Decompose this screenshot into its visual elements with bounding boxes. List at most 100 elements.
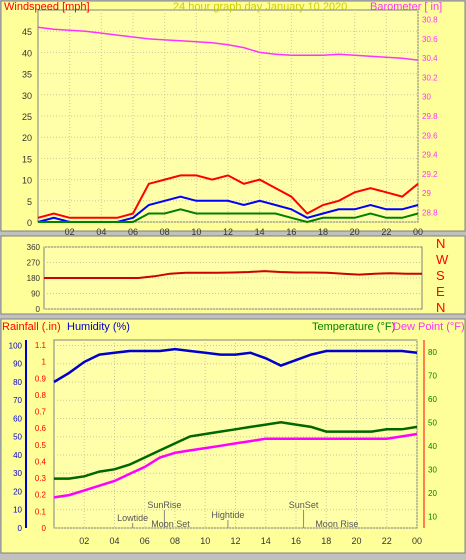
humidity-x-tick-label: 14 — [261, 536, 271, 546]
barometer-y-tick-label: 30.6 — [422, 35, 438, 44]
dewpoint-label: Dew Point (°F) — [393, 321, 465, 333]
rain-y-tick-label: 0.7 — [35, 408, 47, 417]
humidity-label: Humidity (%) — [67, 321, 130, 333]
direction-y-tick-label: 90 — [31, 290, 40, 299]
wind-x-tick-label: 12 — [223, 227, 233, 237]
barometer-y-tick-label: 29.2 — [422, 170, 438, 179]
wind-y-tick-label: 40 — [22, 48, 32, 58]
humidity-y-tick-label: 80 — [13, 378, 22, 387]
humidity-y-tick-label: 90 — [13, 360, 22, 369]
temp-y-tick-label: 70 — [428, 371, 437, 380]
temp-y-tick-label: 30 — [428, 465, 437, 474]
humidity-x-tick-label: 16 — [291, 536, 301, 546]
direction-y-tick-label: 360 — [27, 243, 41, 252]
direction-y-tick-label: 180 — [27, 274, 41, 283]
wind-y-tick-label: 0 — [27, 218, 32, 228]
wind-x-tick-label: 20 — [350, 227, 360, 237]
wind-series-line — [37, 26, 419, 61]
barometer-y-tick-label: 30.2 — [422, 73, 438, 82]
wind-x-tick-label: 06 — [128, 227, 138, 237]
wind-x-tick-label: 14 — [255, 227, 265, 237]
temp-y-tick-label: 10 — [428, 512, 437, 521]
humidity-x-tick-label: 22 — [382, 536, 392, 546]
humidity-y-tick-label: 40 — [13, 451, 22, 460]
wind-series-line — [38, 208, 419, 224]
barometer-y-tick-label: 30 — [422, 93, 431, 102]
compass-label: E — [436, 284, 445, 299]
barometer-y-tick-label: 29.6 — [422, 131, 438, 140]
compass-label: W — [436, 252, 449, 267]
event-marker-label: Hightide — [211, 510, 244, 520]
rain-y-tick-label: 0 — [42, 524, 47, 533]
barometer-y-tick-label: 30.4 — [422, 54, 438, 63]
graph-title: 24 hour graph day January 10 2020 — [173, 1, 347, 13]
wind-y-tick-label: 45 — [22, 27, 32, 37]
wind-x-tick-label: 10 — [191, 227, 201, 237]
humidity-series-line — [54, 421, 418, 480]
wind-x-tick-label: 08 — [160, 227, 170, 237]
barometer-y-tick-label: 29.8 — [422, 112, 438, 121]
event-marker-label: SunRise — [147, 500, 181, 510]
rain-y-tick-label: 1 — [42, 358, 47, 367]
humidity-y-tick-label: 70 — [13, 396, 22, 405]
humidity-x-tick-label: 04 — [109, 536, 119, 546]
rain-y-tick-label: 1.1 — [35, 341, 47, 350]
humidity-series-line — [53, 432, 418, 499]
compass-label: N — [436, 236, 445, 251]
wind-y-tick-label: 15 — [22, 154, 32, 164]
wind-y-tick-label: 20 — [22, 133, 32, 143]
rain-y-tick-label: 0.6 — [35, 424, 47, 433]
rain-y-tick-label: 0.2 — [35, 491, 47, 500]
temp-y-tick-label: 60 — [428, 395, 437, 404]
humidity-y-tick-label: 100 — [9, 341, 23, 350]
humidity-y-tick-label: 10 — [13, 506, 22, 515]
rain-y-tick-label: 0.9 — [35, 374, 47, 383]
wind-x-tick-label: 16 — [286, 227, 296, 237]
rain-y-tick-label: 0.8 — [35, 391, 47, 400]
compass-label: N — [436, 300, 445, 315]
wind-y-tick-label: 30 — [22, 91, 32, 101]
rain-y-tick-label: 0.5 — [35, 441, 47, 450]
event-marker-label: Lowtide — [117, 513, 148, 523]
rainfall-label: Rainfall (.in) — [2, 321, 61, 333]
wind-x-tick-label: 22 — [381, 227, 391, 237]
wind-series-line — [37, 174, 419, 219]
wind-x-tick-label: 04 — [96, 227, 106, 237]
humidity-series-line — [53, 347, 418, 384]
wind-y-tick-label: 35 — [22, 70, 32, 80]
wind-x-tick-label: 00 — [413, 227, 423, 237]
humidity-x-tick-label: 02 — [79, 536, 89, 546]
barometer-y-tick-label: 28.8 — [422, 208, 438, 217]
rain-y-tick-label: 0.3 — [35, 474, 47, 483]
event-marker-label: SunSet — [289, 500, 319, 510]
humidity-x-tick-label: 20 — [351, 536, 361, 546]
humidity-y-tick-label: 50 — [13, 433, 22, 442]
temp-y-tick-label: 50 — [428, 418, 437, 427]
rain-y-tick-label: 0.1 — [35, 507, 47, 516]
direction-series-line — [44, 270, 422, 279]
barometer-y-tick-label: 29 — [422, 189, 431, 198]
compass-label: S — [436, 268, 445, 283]
humidity-x-tick-label: 06 — [140, 536, 150, 546]
wind-x-tick-label: 18 — [318, 227, 328, 237]
humidity-x-tick-label: 18 — [321, 536, 331, 546]
wind-y-tick-label: 5 — [27, 197, 32, 207]
humidity-x-tick-label: 12 — [230, 536, 240, 546]
temp-y-tick-label: 20 — [428, 489, 437, 498]
wind-y-tick-label: 10 — [22, 176, 32, 186]
humidity-y-tick-label: 60 — [13, 414, 22, 423]
humidity-x-tick-label: 00 — [412, 536, 422, 546]
barometer-right-label: Barometer [ in] — [370, 1, 442, 13]
event-marker-label: Moon Set — [151, 519, 190, 529]
direction-y-tick-label: 0 — [36, 305, 41, 314]
wind-y-tick-label: 25 — [22, 112, 32, 122]
humidity-x-tick-label: 10 — [200, 536, 210, 546]
wind-left-label: Windspeed [mph] — [4, 1, 90, 13]
temperature-label: Temperature (°F) — [312, 321, 395, 333]
barometer-y-tick-label: 30.8 — [422, 16, 438, 25]
humidity-x-tick-label: 08 — [170, 536, 180, 546]
temp-y-tick-label: 80 — [428, 348, 437, 357]
humidity-y-tick-label: 30 — [13, 469, 22, 478]
